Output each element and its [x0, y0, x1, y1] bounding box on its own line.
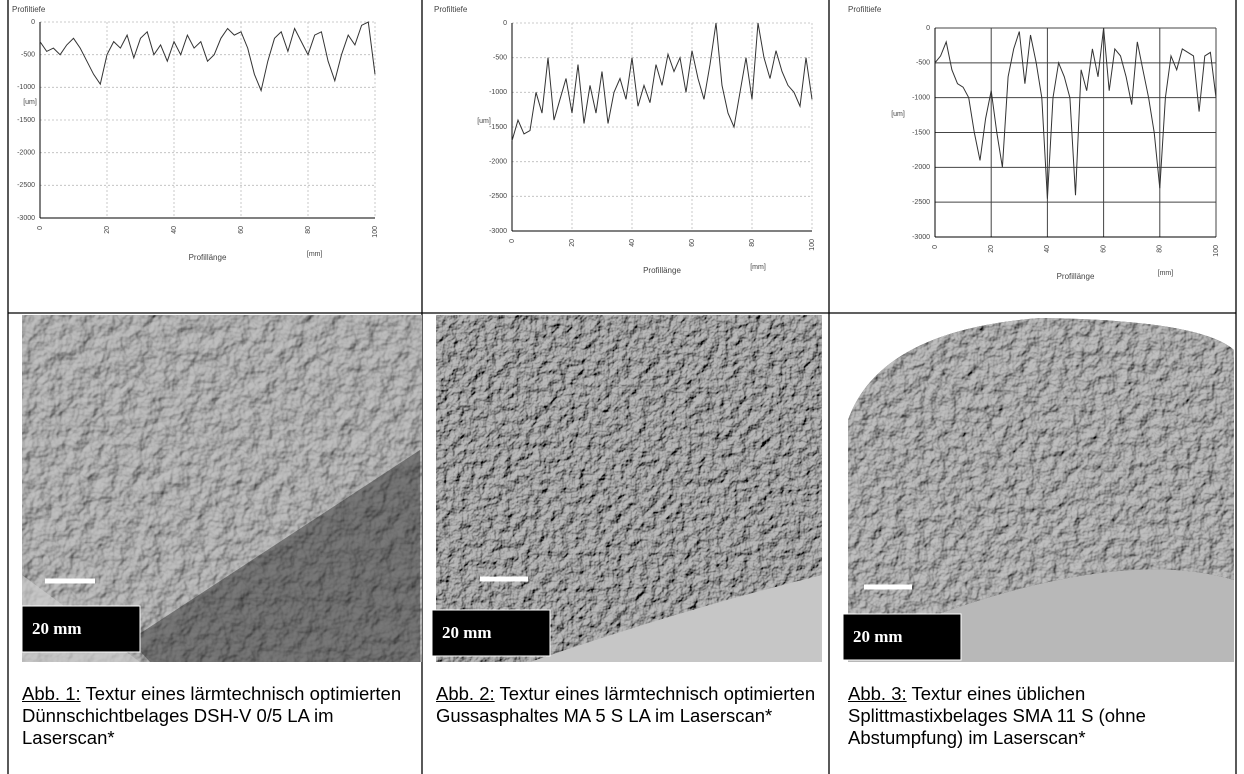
scale-label: 20 mm: [853, 627, 903, 646]
y-tick-label: 0: [926, 25, 930, 32]
x-tick-label: 40: [171, 226, 178, 234]
caption: Abb. 2: Textur eines lärmtechnisch optim…: [436, 683, 818, 727]
x-tick-label: 80: [305, 226, 312, 234]
table-grid: [7, 0, 1237, 774]
laser-scan-image: [21, 315, 422, 662]
y-tick-label: -2500: [17, 182, 35, 189]
x-tick-label: 0: [932, 245, 939, 249]
x-tick-label: 100: [809, 239, 816, 251]
x-tick-label: 20: [988, 245, 995, 253]
y-axis-label: Profiltiefe: [848, 5, 882, 14]
profile-line: [511, 22, 813, 142]
x-tick-label: 40: [629, 239, 636, 247]
caption-text: Textur eines lärmtechnisch optimierten D…: [22, 683, 402, 748]
x-axis-unit: [mm]: [1158, 270, 1174, 277]
y-tick-label: -3000: [17, 215, 35, 222]
x-tick-label: 20: [569, 239, 576, 247]
x-tick-label: 20: [104, 226, 111, 234]
caption-text: Textur eines üblichen Splittmastixbelage…: [848, 683, 1146, 748]
x-tick-label: 100: [372, 226, 379, 238]
profile-line: [934, 27, 1217, 199]
laser-scan-image: [842, 315, 1234, 662]
x-axis-label: Profillänge: [643, 266, 681, 275]
y-tick-label: -2500: [912, 199, 930, 206]
x-tick-label: 60: [238, 226, 245, 234]
y-axis-label: Profiltiefe: [12, 5, 46, 14]
caption-label: Abb. 3:: [848, 683, 907, 704]
y-tick-label: -3000: [489, 228, 507, 235]
y-tick-label: -500: [21, 52, 35, 59]
y-tick-label: -2000: [912, 164, 930, 171]
scale-label: 20 mm: [32, 619, 82, 638]
y-tick-label: -1500: [912, 129, 930, 136]
x-axis-unit: [mm]: [307, 251, 323, 258]
x-tick-label: 60: [689, 239, 696, 247]
caption: Abb. 1: Textur eines lärmtechnisch optim…: [22, 683, 412, 749]
y-tick-label: 0: [31, 19, 35, 26]
x-tick-label: 0: [509, 239, 516, 243]
x-axis-label: Profillänge: [1057, 272, 1095, 281]
y-tick-label: -500: [916, 60, 930, 67]
y-tick-label: -3000: [912, 234, 930, 241]
x-tick-label: 100: [1213, 245, 1220, 257]
caption-label: Abb. 1:: [22, 683, 81, 704]
y-tick-label: -2000: [17, 150, 35, 157]
x-tick-label: 0: [37, 226, 44, 230]
profile-line: [39, 21, 376, 93]
y-tick-label: -2000: [489, 159, 507, 166]
x-axis-unit: [mm]: [750, 264, 766, 271]
y-axis-unit: [um]: [891, 111, 905, 118]
y-tick-label: -1500: [17, 117, 35, 124]
x-axis-label: Profillänge: [189, 253, 227, 262]
y-tick-label: -2500: [489, 193, 507, 200]
x-tick-label: 40: [1044, 245, 1051, 253]
y-tick-label: -1000: [912, 95, 930, 102]
y-tick-label: 0: [503, 20, 507, 27]
x-tick-label: 80: [1157, 245, 1164, 253]
y-tick-label: -1000: [17, 84, 35, 91]
scale-label: 20 mm: [442, 623, 492, 642]
caption-text: Textur eines lärmtechnisch optimierten G…: [436, 683, 816, 726]
y-tick-label: -1000: [489, 89, 507, 96]
y-axis-label: Profiltiefe: [434, 5, 468, 14]
x-tick-label: 80: [749, 239, 756, 247]
y-tick-label: -1500: [489, 124, 507, 131]
caption: Abb. 3: Textur eines üblichen Splittmast…: [848, 683, 1232, 749]
laser-scan-image: [431, 315, 822, 662]
x-tick-label: 60: [1100, 245, 1107, 253]
y-tick-label: -500: [493, 55, 507, 62]
caption-label: Abb. 2:: [436, 683, 495, 704]
y-axis-unit: [um]: [23, 99, 37, 106]
y-axis-unit: [um]: [477, 118, 491, 125]
